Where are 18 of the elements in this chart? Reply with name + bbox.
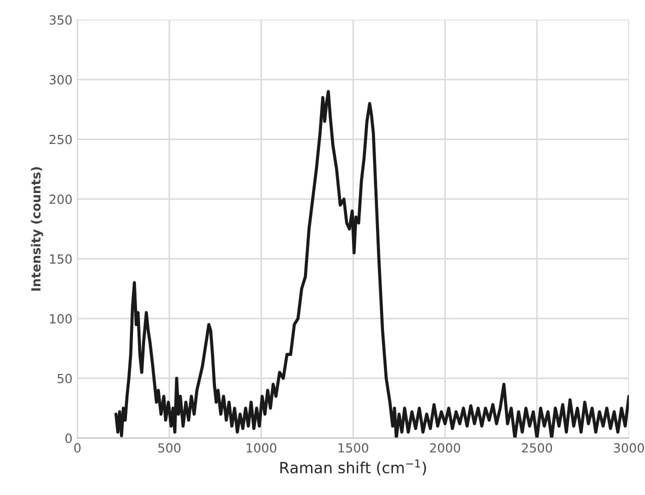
y-tick-label: 50	[58, 374, 72, 384]
x-tick-label: 1500	[338, 443, 368, 453]
x-tick-label: 3000	[614, 443, 644, 453]
y-tick-label: 200	[50, 194, 72, 204]
x-tick-label: 500	[158, 443, 180, 453]
x-tick-label: 1000	[246, 443, 276, 453]
x-tick-label: 2000	[430, 443, 460, 453]
x-tick-label: 0	[74, 443, 81, 453]
y-axis-title: Intensity (counts)	[30, 167, 44, 291]
x-tick-label: 2500	[522, 443, 552, 453]
x-axis-title: Raman shift (cm$^{−1}$)	[280, 460, 426, 476]
y-tick-label: 0	[65, 434, 72, 443]
y-tick-label: 150	[50, 254, 72, 264]
line-series	[114, 90, 629, 438]
y-tick-label: 350	[50, 15, 72, 25]
y-tick-label: 100	[50, 314, 72, 324]
y-tick-label: 300	[50, 75, 72, 84]
y-tick-label: 250	[50, 134, 72, 144]
